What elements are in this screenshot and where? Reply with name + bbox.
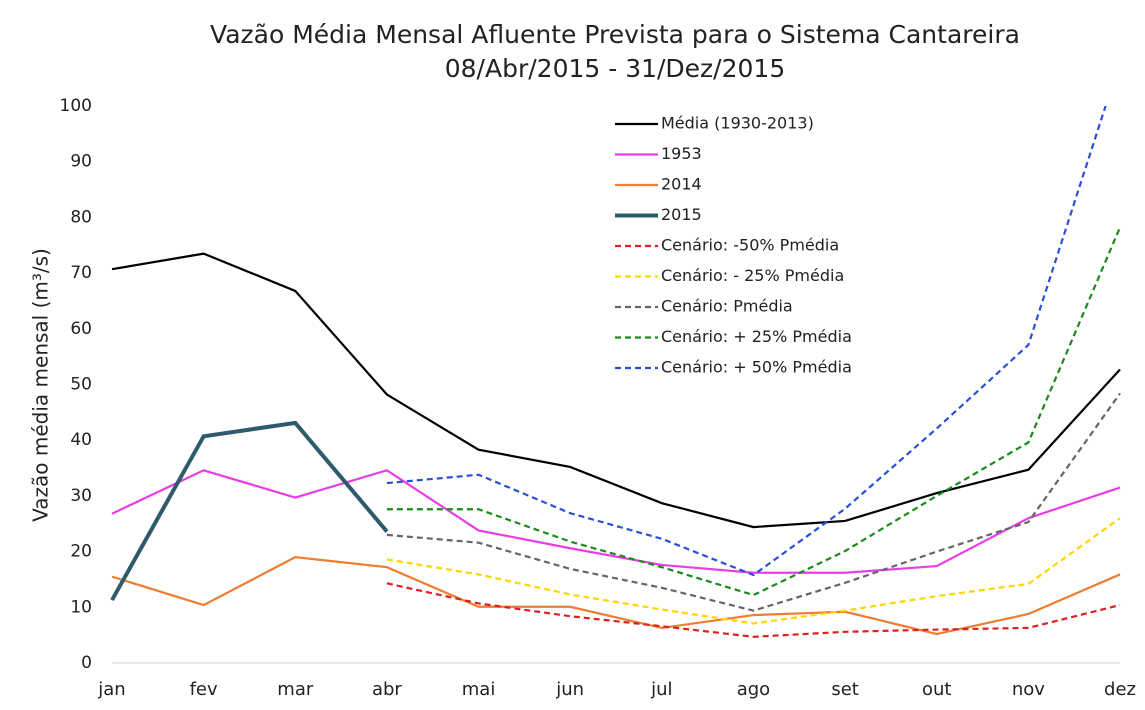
series-line <box>111 252 1121 529</box>
x-tick-label: nov <box>1012 679 1045 700</box>
series-line <box>386 226 1122 597</box>
x-tick-label: jun <box>555 679 584 700</box>
y-tick-label: 0 <box>81 653 92 673</box>
series-line <box>111 556 1121 636</box>
legend-label: 2015 <box>661 205 702 224</box>
legend-label: 2014 <box>661 175 702 194</box>
x-tick-label: out <box>922 679 951 700</box>
x-tick-label: mai <box>462 679 496 700</box>
y-axis-label: Vazão média mensal (m³/s) <box>29 248 53 522</box>
chart-title: Vazão Média Mensal Afluente Prevista par… <box>210 20 1020 49</box>
y-tick-label: 80 <box>70 207 92 227</box>
x-tick-label: ago <box>737 679 770 700</box>
x-tick-label: abr <box>372 679 402 700</box>
x-tick-label: jan <box>97 679 125 700</box>
series-line <box>110 420 389 602</box>
y-tick-label: 10 <box>70 597 92 617</box>
y-tick-label: 70 <box>70 263 92 283</box>
y-tick-label: 90 <box>70 152 92 172</box>
x-tick-label: set <box>831 679 859 700</box>
legend-label: 1953 <box>661 144 702 163</box>
y-tick-label: 50 <box>70 375 92 395</box>
y-tick-label: 20 <box>70 542 92 562</box>
x-tick-label: jul <box>650 679 672 700</box>
y-tick-label: 30 <box>70 486 92 506</box>
series-line <box>386 517 1121 625</box>
x-tick-label: dez <box>1104 679 1136 700</box>
legend-label: Cenário: - 25% Pmédia <box>661 266 844 285</box>
legend-label: Média (1930-2013) <box>661 114 814 133</box>
y-tick-label: 100 <box>60 96 92 116</box>
legend-label: Cenário: + 25% Pmédia <box>661 327 852 346</box>
x-tick-label: mar <box>277 679 314 700</box>
legend-label: Cenário: Pmédia <box>661 297 793 316</box>
series-line <box>111 469 1121 574</box>
series-line <box>386 392 1121 612</box>
series-line <box>386 582 1121 638</box>
legend-label: Cenário: + 50% Pmédia <box>661 358 852 377</box>
series-line <box>386 106 1107 577</box>
legend-label: Cenário: -50% Pmédia <box>661 236 839 255</box>
y-tick-label: 40 <box>70 430 92 450</box>
x-tick-label: fev <box>190 679 218 700</box>
y-tick-label: 60 <box>70 319 92 339</box>
chart-subtitle: 08/Abr/2015 - 31/Dez/2015 <box>445 54 785 83</box>
